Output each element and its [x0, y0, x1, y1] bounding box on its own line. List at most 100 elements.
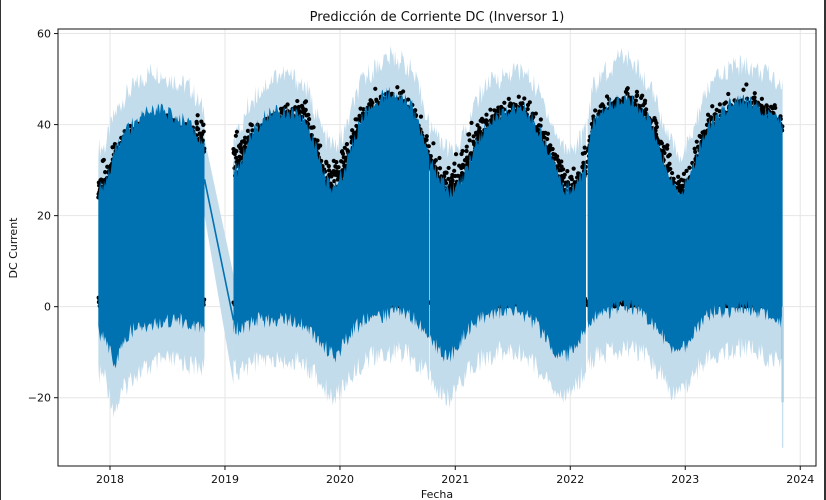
observation-point — [467, 132, 472, 137]
observation-point — [444, 170, 449, 175]
observation-point — [234, 155, 239, 160]
observation-point — [303, 107, 308, 112]
observation-point — [467, 138, 472, 143]
observation-point — [571, 166, 576, 171]
observation-point — [653, 128, 658, 133]
observation-point — [329, 174, 334, 179]
observation-point — [103, 170, 108, 175]
observation-point — [555, 154, 560, 159]
observation-point — [520, 101, 525, 106]
observation-point — [545, 136, 550, 142]
observation-point — [723, 100, 729, 105]
observation-point — [687, 165, 692, 170]
observation-point — [484, 118, 489, 123]
observation-point — [593, 108, 598, 113]
observation-point — [635, 93, 640, 98]
observation-point — [285, 102, 290, 107]
observation-point — [654, 121, 659, 126]
observation-point — [101, 157, 106, 163]
observation-point — [717, 102, 722, 107]
observation-point — [453, 152, 459, 157]
observation-point — [471, 134, 476, 139]
observation-point — [315, 138, 320, 143]
observation-point — [744, 82, 749, 87]
observation-point — [199, 119, 204, 124]
observation-point — [311, 125, 316, 130]
observation-point — [196, 126, 201, 132]
observation-point — [295, 98, 300, 104]
y-tick-label: 60 — [37, 28, 51, 41]
observation-point — [428, 154, 433, 159]
observation-point — [406, 97, 411, 102]
gap-forecast-line — [203, 179, 235, 321]
observation-point — [705, 112, 711, 117]
observation-point — [642, 98, 648, 103]
observation-point — [324, 161, 329, 166]
observation-point — [670, 170, 675, 176]
observation-point — [437, 155, 442, 161]
window-right-edge — [824, 0, 826, 500]
observation-point — [450, 178, 455, 183]
observation-point — [527, 100, 532, 105]
forecast-range — [233, 86, 430, 363]
plot-area: −20 0 20 40 60 2018 2019 2020 2021 2022 2023 2024 — [28, 28, 817, 486]
y-tick-label: 20 — [37, 210, 51, 223]
observation-point — [538, 117, 543, 122]
observation-point — [559, 159, 564, 164]
y-axis-label: DC Current — [7, 217, 20, 279]
x-tick-label: 2021 — [441, 473, 469, 486]
gap-uncertainty-band — [204, 138, 234, 385]
observation-point — [560, 178, 565, 183]
observation-point — [565, 169, 570, 174]
observation-point — [242, 135, 248, 140]
observation-point — [424, 134, 429, 139]
observation-point — [477, 125, 482, 131]
observation-point — [306, 112, 311, 117]
observation-point — [452, 168, 457, 173]
observation-point — [671, 180, 677, 185]
observation-point — [545, 131, 551, 136]
observation-point — [395, 85, 400, 90]
observation-point — [667, 152, 672, 157]
observation-point — [234, 129, 239, 134]
x-tick-label: 2019 — [211, 473, 239, 486]
observation-point — [437, 166, 443, 171]
observation-point — [582, 150, 588, 155]
chart-title: Predicción de Corriente DC (Inversor 1) — [310, 10, 565, 25]
observation-point — [442, 174, 447, 179]
observation-point — [296, 104, 301, 110]
observation-point — [625, 86, 630, 91]
observation-point — [307, 117, 312, 122]
observation-point — [433, 158, 438, 163]
observation-point — [361, 107, 366, 112]
observation-point — [550, 146, 555, 152]
observation-point — [234, 148, 239, 154]
x-tick-label: 2020 — [326, 473, 354, 486]
observation-point — [446, 165, 451, 171]
observation-point — [569, 177, 574, 182]
observation-point — [665, 146, 670, 151]
observation-point — [661, 144, 667, 149]
plot-frame — [57, 28, 817, 467]
observation-point — [326, 168, 332, 173]
observation-point — [640, 93, 645, 98]
observation-point — [469, 120, 474, 125]
observation-point — [612, 304, 617, 309]
forecast-range — [429, 102, 587, 363]
y-tick-label: 40 — [37, 119, 51, 132]
observation-point — [597, 109, 602, 114]
observation-point — [644, 107, 649, 112]
observation-point — [506, 96, 511, 101]
observation-point — [752, 91, 757, 96]
observation-point — [426, 144, 431, 149]
x-tick-label: 2018 — [96, 473, 124, 486]
observation-point — [350, 128, 355, 133]
x-tick-label: 2022 — [556, 473, 584, 486]
observation-point — [373, 86, 378, 91]
observation-point — [326, 164, 331, 169]
observation-point — [464, 148, 469, 154]
observation-point — [502, 100, 507, 105]
observation-point — [195, 113, 200, 118]
observation-point — [668, 166, 673, 172]
